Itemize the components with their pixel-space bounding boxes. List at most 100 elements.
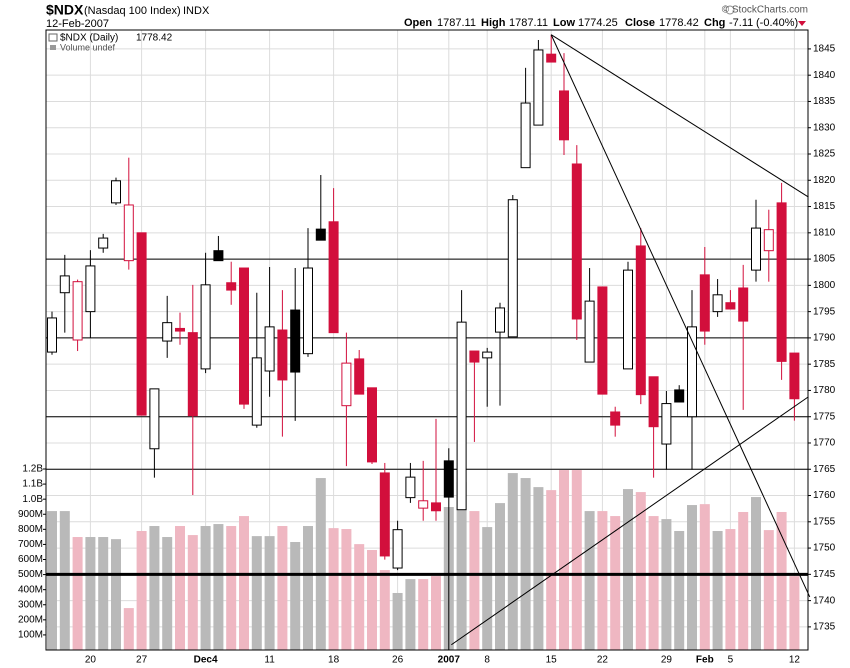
candle-body bbox=[712, 294, 723, 313]
candle-body bbox=[59, 275, 70, 294]
quote-value: (-0.40%) bbox=[756, 17, 798, 29]
volume-bar bbox=[85, 537, 96, 650]
candle-body bbox=[136, 232, 147, 416]
volume-bar bbox=[571, 470, 582, 650]
candle-body bbox=[597, 286, 608, 395]
y-tick-label: 1795 bbox=[813, 306, 836, 317]
candle-body bbox=[520, 102, 531, 169]
volume-bar bbox=[776, 511, 787, 650]
volume-bar bbox=[495, 503, 505, 650]
quote-value: 1778.42 bbox=[659, 17, 699, 29]
candle-body bbox=[47, 317, 57, 353]
candle-body bbox=[431, 502, 441, 512]
candle-body bbox=[648, 376, 659, 428]
y-tick-label: 1775 bbox=[813, 411, 836, 422]
candle-body bbox=[175, 327, 185, 332]
volume-tick-label: 200M bbox=[18, 614, 43, 625]
candle-body bbox=[379, 472, 390, 557]
x-tick-label: 18 bbox=[328, 655, 340, 666]
volume-bar bbox=[738, 511, 749, 650]
candle-body bbox=[789, 352, 800, 400]
volume-bar bbox=[315, 478, 326, 650]
candle-body bbox=[610, 411, 621, 426]
y-tick-label: 1785 bbox=[813, 359, 836, 370]
volume-bar bbox=[136, 530, 147, 650]
candle-body bbox=[469, 350, 480, 363]
candle-body bbox=[367, 387, 377, 463]
description: (Nasdaq 100 Index) bbox=[84, 5, 181, 17]
volume-bar bbox=[456, 482, 467, 650]
volume-bar bbox=[162, 537, 173, 650]
candle-body bbox=[303, 267, 313, 355]
quote-label: High bbox=[481, 17, 506, 29]
y-tick-label: 1790 bbox=[813, 333, 836, 344]
legend-icon bbox=[48, 33, 58, 42]
volume-bar bbox=[533, 487, 544, 650]
volume-tick-label: 600M bbox=[18, 554, 43, 565]
volume-bar bbox=[72, 537, 83, 650]
candle-body bbox=[315, 228, 326, 241]
legend-icon bbox=[50, 45, 56, 50]
trend-line bbox=[451, 396, 809, 646]
x-tick-label: Feb bbox=[696, 655, 714, 666]
x-tick-label: 8 bbox=[484, 655, 490, 666]
y-tick-label: 1770 bbox=[813, 438, 836, 449]
x-tick-label: 29 bbox=[661, 655, 673, 666]
candle-body bbox=[290, 309, 301, 373]
quote-value: -7.11 bbox=[729, 17, 753, 29]
y-tick-label: 1800 bbox=[813, 280, 836, 291]
volume-tick-label: 900M bbox=[18, 509, 43, 520]
candle-body bbox=[725, 302, 736, 310]
volume-bar bbox=[175, 526, 185, 650]
volume-bar bbox=[418, 579, 429, 650]
volume-tick-label: 300M bbox=[18, 599, 43, 610]
volume-bar bbox=[226, 526, 237, 650]
candle-body bbox=[328, 221, 339, 334]
candle-body bbox=[213, 250, 224, 262]
y-tick-label: 1805 bbox=[813, 254, 836, 265]
volume-bar bbox=[341, 529, 352, 650]
x-tick-label: 12 bbox=[789, 655, 801, 666]
legend-label: Volume undef bbox=[60, 42, 116, 52]
candle-body bbox=[277, 329, 288, 381]
x-tick-label: 5 bbox=[728, 655, 734, 666]
y-tick-label: 1735 bbox=[813, 622, 836, 633]
volume-tick-label: 1.1B bbox=[22, 479, 43, 490]
candle-body bbox=[635, 245, 646, 396]
date: 12-Feb-2007 bbox=[46, 18, 109, 30]
candle-body bbox=[443, 460, 454, 498]
candle-body bbox=[571, 163, 582, 320]
volume-tick-label: 100M bbox=[18, 630, 43, 641]
volume-bar bbox=[303, 526, 313, 650]
volume-bar bbox=[597, 511, 608, 650]
candle-body bbox=[763, 229, 774, 252]
volume-bar bbox=[546, 490, 557, 650]
volume-bar bbox=[277, 526, 288, 650]
candle-body bbox=[187, 332, 198, 417]
candle-body bbox=[687, 326, 697, 418]
volume-bar bbox=[623, 489, 633, 650]
volume-bar bbox=[610, 516, 621, 650]
volume-bar bbox=[354, 544, 365, 650]
quote-label: Chg bbox=[704, 17, 725, 29]
legend-label: $NDX (Daily) bbox=[60, 33, 118, 44]
candle-body bbox=[162, 322, 173, 342]
volume-bar bbox=[328, 528, 339, 650]
volume-tick-label: 800M bbox=[18, 524, 43, 535]
y-tick-label: 1835 bbox=[813, 96, 836, 107]
copyright: © StockCharts.com bbox=[722, 5, 808, 16]
y-tick-label: 1750 bbox=[813, 543, 836, 554]
volume-bar bbox=[584, 511, 595, 650]
candle-body bbox=[111, 180, 121, 204]
candle-body bbox=[226, 282, 237, 291]
trend-line bbox=[550, 34, 811, 598]
volume-bar bbox=[559, 470, 569, 650]
plot-border bbox=[45, 29, 809, 651]
volume-bar bbox=[213, 524, 224, 650]
y-tick-label: 1845 bbox=[813, 44, 836, 55]
y-tick-label: 1740 bbox=[813, 595, 836, 606]
volume-bar bbox=[431, 576, 441, 650]
volume-tick-label: 500M bbox=[18, 569, 43, 580]
volume-bar bbox=[251, 536, 262, 650]
